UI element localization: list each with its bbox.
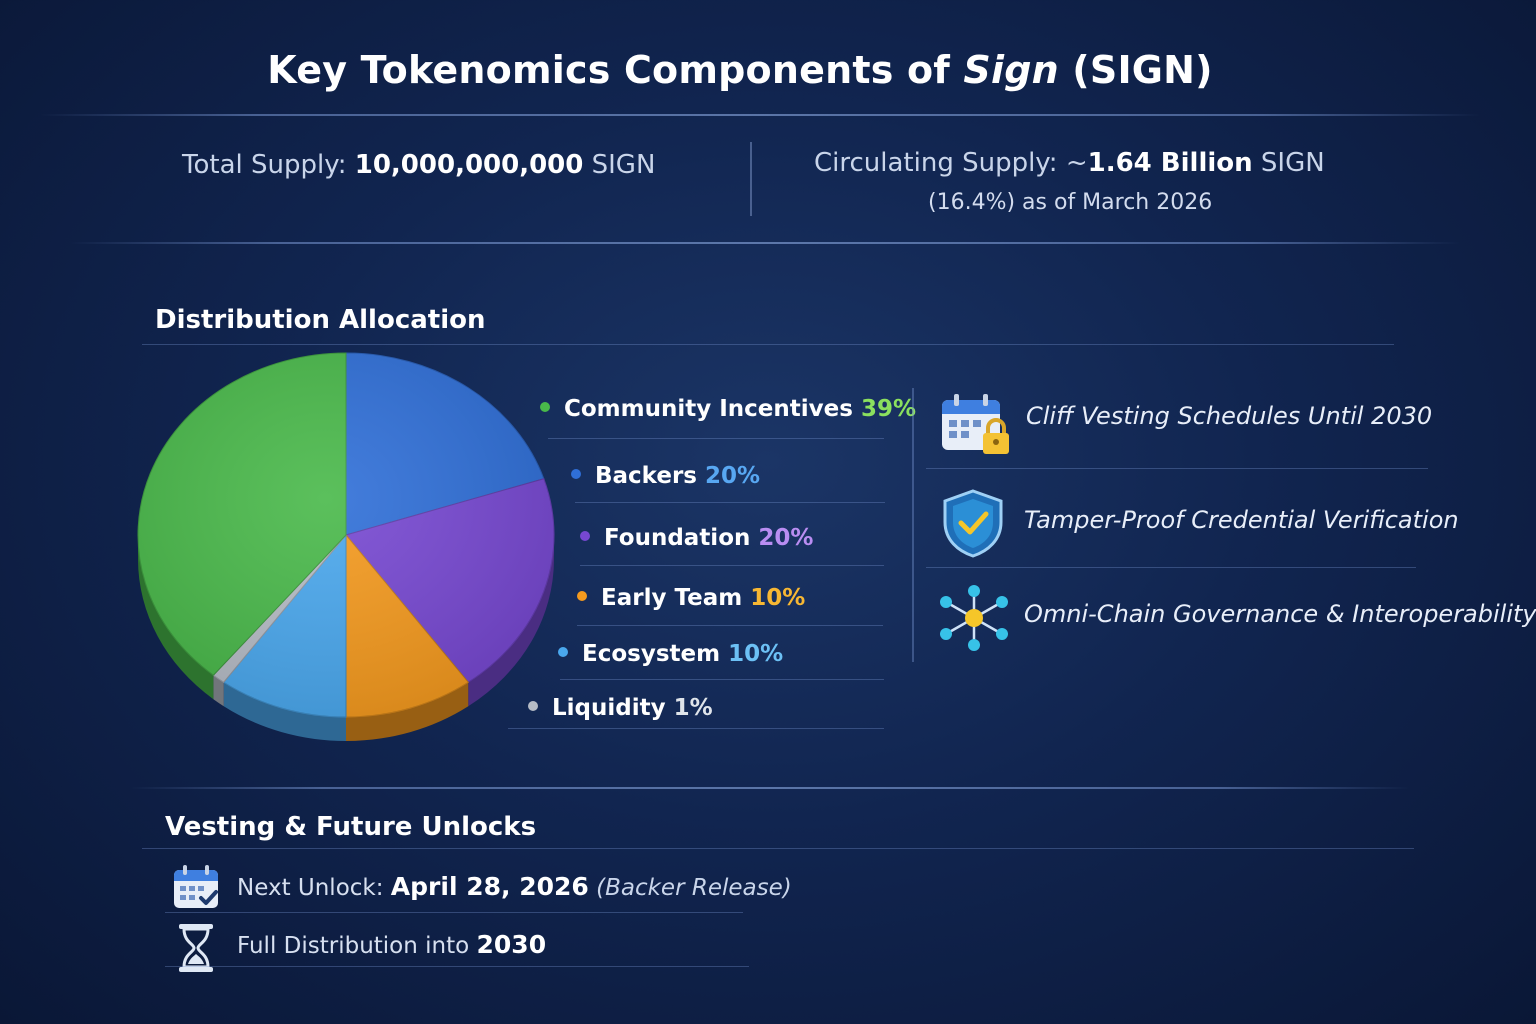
legend-dot-foundation xyxy=(580,530,590,541)
distribution-heading-underline xyxy=(142,344,1394,345)
next-unlock-label: Next Unlock: xyxy=(237,875,391,901)
pie-slice-side-ecosystem xyxy=(223,682,346,741)
legend-label-liquidity: Liquidity xyxy=(552,695,674,721)
legend-divider-ecosystem xyxy=(560,679,884,680)
feature-omni-chain: Omni-Chain Governance & Interoperability xyxy=(1024,600,1536,628)
feature-divider-1 xyxy=(926,468,1428,469)
circulating-supply-note: (16.4%) as of March 2026 xyxy=(928,190,1213,215)
legend-dot-liquidity xyxy=(528,700,538,711)
legend-divider-early-team xyxy=(577,625,883,626)
circulating-supply-unit: SIGN xyxy=(1252,148,1325,178)
legend-value-early-team: 10% xyxy=(750,585,806,611)
legend-item-community-incentives: Community Incentives 39% xyxy=(540,396,916,422)
legend-item-early-team: Early Team 10% xyxy=(577,585,805,611)
supply-divider xyxy=(750,142,752,216)
legend-divider-foundation xyxy=(580,565,884,566)
supply-bottom-divider xyxy=(70,242,1460,244)
circulating-supply-label: Circulating Supply: ~ xyxy=(814,148,1088,178)
legend-label-foundation: Foundation xyxy=(604,525,759,551)
legend-divider-backers xyxy=(575,502,885,503)
legend-dot-early-team xyxy=(577,590,587,601)
legend-item-liquidity: Liquidity 1% xyxy=(528,695,713,721)
pie-slice-side-community-incentives xyxy=(138,535,214,700)
legend-item-backers: Backers 20% xyxy=(571,463,760,489)
calendar-check-icon xyxy=(172,864,222,914)
network-nodes-icon xyxy=(936,584,1012,656)
next-unlock: Next Unlock: April 28, 2026 (Backer Rele… xyxy=(237,872,792,901)
legend-divider-community-incentives xyxy=(548,438,884,439)
total-supply-unit: SIGN xyxy=(583,150,656,180)
pie-slice-side-liquidity xyxy=(213,675,224,707)
next-unlock-note: (Backer Release) xyxy=(588,875,792,901)
pie-slice-side-early-team xyxy=(346,682,469,741)
shield-check-icon xyxy=(940,488,1006,562)
total-supply: Total Supply: 10,000,000,000 SIGN xyxy=(182,150,655,180)
hourglass-icon xyxy=(176,922,216,978)
feature-divider-2 xyxy=(926,567,1416,568)
legend-label-early-team: Early Team xyxy=(601,585,751,611)
title-prefix: Key Tokenomics Components of xyxy=(267,48,964,92)
vesting-heading: Vesting & Future Unlocks xyxy=(165,812,537,842)
full-distribution-label: Full Distribution into xyxy=(237,933,477,959)
legend-dot-community-incentives xyxy=(540,401,550,412)
title-divider xyxy=(40,114,1480,116)
legend-dot-backers xyxy=(571,468,581,479)
full-distribution: Full Distribution into 2030 xyxy=(237,930,546,959)
total-supply-label: Total Supply: xyxy=(182,150,355,180)
pie-slice-side-foundation xyxy=(468,535,554,707)
legend-value-foundation: 20% xyxy=(758,525,814,551)
next-unlock-underline xyxy=(165,912,743,913)
total-supply-value: 10,000,000,000 xyxy=(354,150,584,180)
feature-cliff-vesting: Cliff Vesting Schedules Until 2030 xyxy=(1026,402,1433,430)
page-title: Key Tokenomics Components of Sign (SIGN) xyxy=(0,48,1480,92)
circulating-supply: Circulating Supply: ~1.64 Billion SIGN xyxy=(814,148,1325,178)
pie-slices xyxy=(137,352,555,718)
title-suffix: (SIGN) xyxy=(1058,48,1213,92)
pie-gloss xyxy=(138,353,554,717)
legend-divider-liquidity xyxy=(508,728,884,729)
distribution-pie-chart xyxy=(137,352,555,741)
next-unlock-date: April 28, 2026 xyxy=(390,872,589,901)
legend-label-ecosystem: Ecosystem xyxy=(582,641,729,667)
full-distribution-underline xyxy=(165,966,749,967)
legend-label-backers: Backers xyxy=(595,463,706,489)
legend-value-liquidity: 1% xyxy=(673,695,713,721)
circulating-supply-value: 1.64 Billion xyxy=(1087,148,1253,178)
legend-value-community-incentives: 39% xyxy=(860,396,917,422)
full-distribution-year: 2030 xyxy=(476,930,547,959)
legend-dot-ecosystem xyxy=(558,646,568,657)
distribution-heading: Distribution Allocation xyxy=(155,305,486,335)
legend-item-ecosystem: Ecosystem 10% xyxy=(558,641,783,667)
calendar-lock-icon xyxy=(940,392,1014,462)
legend-value-backers: 20% xyxy=(705,463,761,489)
legend-features-divider xyxy=(912,388,914,662)
feature-credential-verification: Tamper-Proof Credential Verification xyxy=(1024,506,1459,534)
legend-item-foundation: Foundation 20% xyxy=(580,525,813,551)
pie-depth-layer xyxy=(138,535,554,741)
vesting-top-divider xyxy=(130,787,1410,789)
title-token-name: Sign xyxy=(963,48,1059,92)
legend-label-community-incentives: Community Incentives xyxy=(564,396,861,422)
legend-value-ecosystem: 10% xyxy=(728,641,784,667)
vesting-heading-underline xyxy=(142,848,1414,849)
